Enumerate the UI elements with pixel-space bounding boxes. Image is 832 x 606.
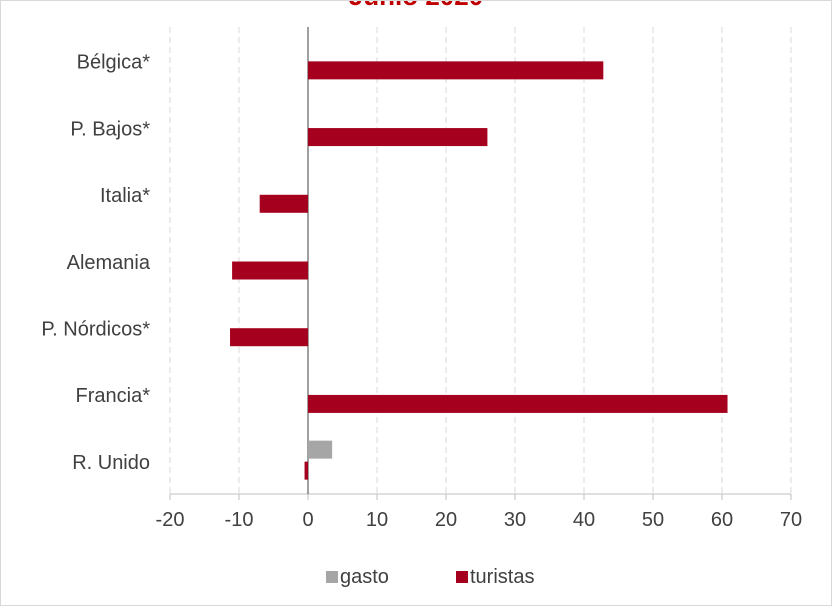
category-label: Alemania [67,252,151,274]
bar-turistas [308,128,488,147]
x-tick-label: -20 [156,509,185,531]
x-tick-label: 20 [435,509,457,531]
x-tick-label: 10 [366,509,388,531]
bar-gasto [308,440,333,459]
category-label: Bélgica* [77,52,151,74]
x-tick-label: 60 [711,509,733,531]
bar-turistas [230,328,308,347]
legend: gasto turistas [326,566,534,588]
bar-turistas [232,261,308,280]
bar-turistas [308,394,728,413]
x-tick-labels: -20 -10 0 10 20 30 40 50 60 70 [156,509,803,531]
category-label: P. Bajos* [70,118,150,140]
x-tick-label: 70 [780,509,802,531]
category-label: P. Nórdicos* [41,318,150,340]
x-tick-label: 50 [642,509,664,531]
category-labels: Bélgica* P. Bajos* Italia* Alemania P. Nórdi… [41,52,150,474]
legend-label-gasto: gasto [340,566,389,588]
legend-label-turistas: turistas [470,566,534,588]
bar-turistas [308,61,604,80]
category-label: Francia* [76,385,151,407]
legend-swatch-turistas [456,571,468,583]
bar-turistas [304,461,308,480]
bars [230,61,728,480]
category-label: Italia* [100,185,150,207]
gridlines [169,27,792,494]
axes [169,27,792,500]
x-tick-label: 0 [302,509,313,531]
category-label: R. Unido [72,452,150,474]
x-tick-label: -10 [225,509,254,531]
x-tick-label: 30 [504,509,526,531]
bar-turistas [259,194,308,213]
legend-swatch-gasto [326,571,338,583]
x-tick-label: 40 [573,509,595,531]
chart-title: Junio 2020 [349,1,483,11]
